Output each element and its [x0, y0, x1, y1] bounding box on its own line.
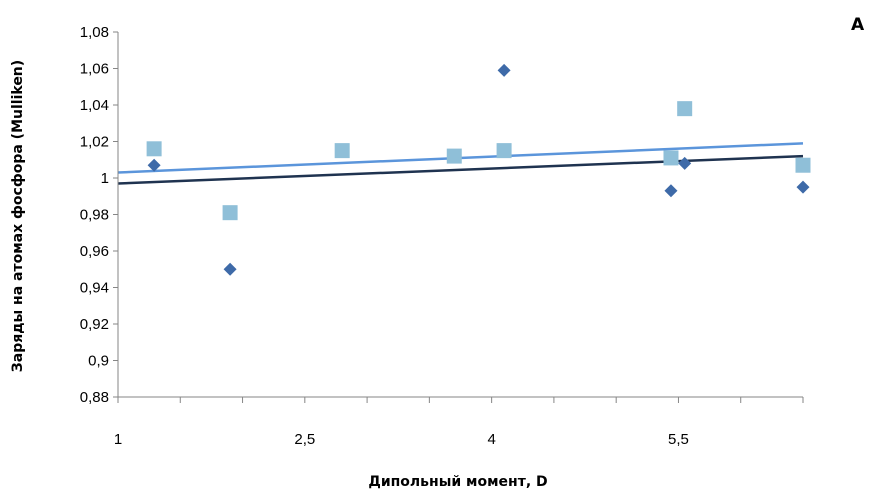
- y-tick-label: 0,98: [80, 207, 109, 224]
- y-tick-labels: 0,88 0,9 0,92 0,94 0,96 0,98 1 1,02 1,04 1,06 1,08: [80, 24, 109, 406]
- y-tick-label: 0,9: [88, 353, 109, 370]
- axes: [113, 31, 804, 403]
- x-axis-title: Дипольный момент, D: [368, 474, 547, 490]
- data-point-square: [334, 143, 350, 159]
- x-tick-label: 1: [114, 431, 122, 448]
- trendline-series-1: [117, 154, 804, 185]
- data-point-diamond: [497, 63, 511, 77]
- data-point-square: [795, 157, 811, 173]
- y-tick-label: 0,96: [80, 243, 109, 260]
- y-tick-label: 1,04: [80, 97, 109, 114]
- y-tick-label: 0,92: [80, 316, 109, 333]
- panel-label: A: [851, 15, 865, 35]
- y-tick-label: 1,02: [80, 134, 109, 151]
- data-point-square: [222, 205, 238, 221]
- x-tick-label: 2,5: [294, 431, 315, 448]
- data-point-diamond: [223, 262, 237, 276]
- data-point-diamond: [796, 180, 810, 194]
- data-point-diamond: [147, 158, 161, 172]
- x-tick-label: 4: [487, 431, 495, 448]
- data-point-square: [496, 143, 512, 159]
- y-tick-label: 1: [101, 170, 109, 187]
- data-markers: [146, 63, 811, 276]
- data-point-square: [446, 148, 462, 164]
- x-tick-label: 5,5: [668, 431, 689, 448]
- y-tick-label: 1,08: [80, 24, 109, 41]
- y-tick-label: 1,06: [80, 61, 109, 78]
- data-point-diamond: [678, 156, 692, 170]
- y-tick-label: 0,94: [80, 280, 109, 297]
- y-axis-title: Заряды на атомах фосфора (Mulliken): [10, 60, 26, 372]
- y-tick-label: 0,88: [80, 389, 109, 406]
- x-tick-labels: 1 2,5 4 5,5: [114, 431, 689, 448]
- data-point-square: [146, 141, 162, 157]
- data-point-diamond: [664, 184, 678, 198]
- data-point-square: [677, 101, 693, 117]
- data-point-square: [663, 150, 679, 166]
